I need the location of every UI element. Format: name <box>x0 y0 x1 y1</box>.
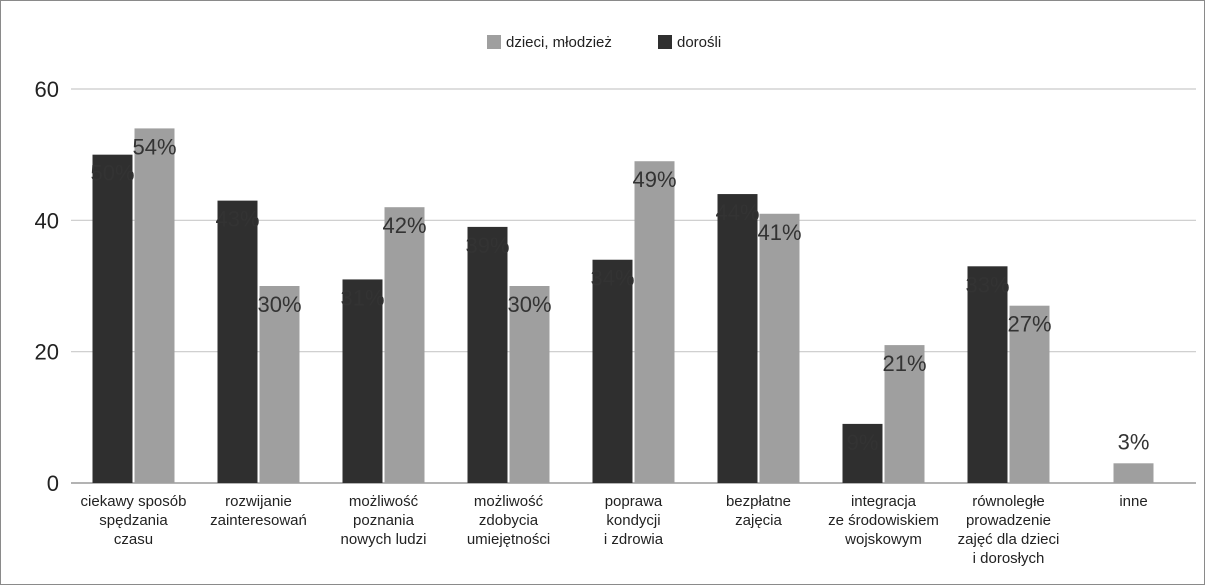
legend-swatch <box>487 35 501 49</box>
x-category-label: możliwość poznania nowych ludzi <box>341 493 427 548</box>
y-tick-label: 20 <box>35 340 59 365</box>
bar-dzieci-6 <box>884 345 925 483</box>
data-label: 42% <box>382 213 426 238</box>
data-label: 33% <box>965 272 1009 297</box>
bar-dzieci-1 <box>259 286 300 483</box>
y-tick-label: 40 <box>35 208 59 233</box>
bar-dorosli-3 <box>467 226 508 483</box>
data-label: 30% <box>257 292 301 317</box>
x-category-label: integracja ze środowiskiem wojskowym <box>828 493 939 548</box>
x-category-label: bezpłatne zajęcia <box>726 493 791 529</box>
data-label: 9% <box>847 430 879 455</box>
x-category-label: ciekawy sposób spędzania czasu <box>81 493 187 548</box>
bar-dorosli-0 <box>92 154 133 483</box>
data-label: 34% <box>590 266 634 291</box>
bar-dzieci-2 <box>384 207 425 483</box>
data-label: 30% <box>507 292 551 317</box>
y-tick-label: 0 <box>47 471 59 496</box>
data-label: 43% <box>215 207 259 232</box>
data-label: 54% <box>132 134 176 159</box>
data-label: 44% <box>715 200 759 225</box>
data-label: 50% <box>90 161 134 186</box>
legend-swatch <box>658 35 672 49</box>
legend-label: dzieci, młodzież <box>506 34 612 51</box>
data-label: 31% <box>340 285 384 310</box>
x-category-label: rozwijanie zainteresowań <box>210 493 307 529</box>
bar-dorosli-6 <box>842 423 883 483</box>
data-label: 27% <box>1007 312 1051 337</box>
bar-dorosli-5 <box>717 194 758 484</box>
bar-dzieci-0 <box>134 128 175 483</box>
x-axis-categories: ciekawy sposób spędzania czasu rozwijanie za… <box>81 493 1148 567</box>
bar-dzieci-4 <box>634 161 675 483</box>
bar-dorosli-7 <box>967 266 1008 483</box>
y-axis-ticks: 0 20 40 60 <box>35 77 59 496</box>
x-category-label: inne <box>1119 493 1147 510</box>
bar-dzieci-7 <box>1009 305 1050 483</box>
legend-label: dorośli <box>677 34 721 51</box>
bar-dzieci-5 <box>759 213 800 483</box>
x-category-label: poprawa kondycji i zdrowia <box>604 493 664 548</box>
gridlines <box>71 88 1196 484</box>
data-label: 49% <box>632 167 676 192</box>
bar-dorosli-1 <box>217 200 258 483</box>
bar-dzieci-3 <box>509 286 550 483</box>
bar-dorosli-2 <box>342 279 383 483</box>
data-label: 41% <box>757 220 801 245</box>
y-tick-label: 60 <box>35 77 59 102</box>
x-category-label: możliwość zdobycia umiejętności <box>467 493 550 548</box>
data-label: 21% <box>882 351 926 376</box>
bar-dorosli-4 <box>592 259 633 483</box>
legend: dzieci, młodzież dorośli <box>487 34 721 51</box>
bars <box>92 128 1154 484</box>
bar-dzieci-8 <box>1113 463 1154 483</box>
x-category-label: równoległe prowadzenie zajęć dla dzieci i d… <box>958 493 1060 567</box>
data-label: 3% <box>1118 429 1150 454</box>
data-label: 39% <box>465 233 509 258</box>
data-labels: 50%54% 43% 30% 31% 42% 39% 30% 34% 49% 44%41% 9% 21… <box>90 134 1149 455</box>
